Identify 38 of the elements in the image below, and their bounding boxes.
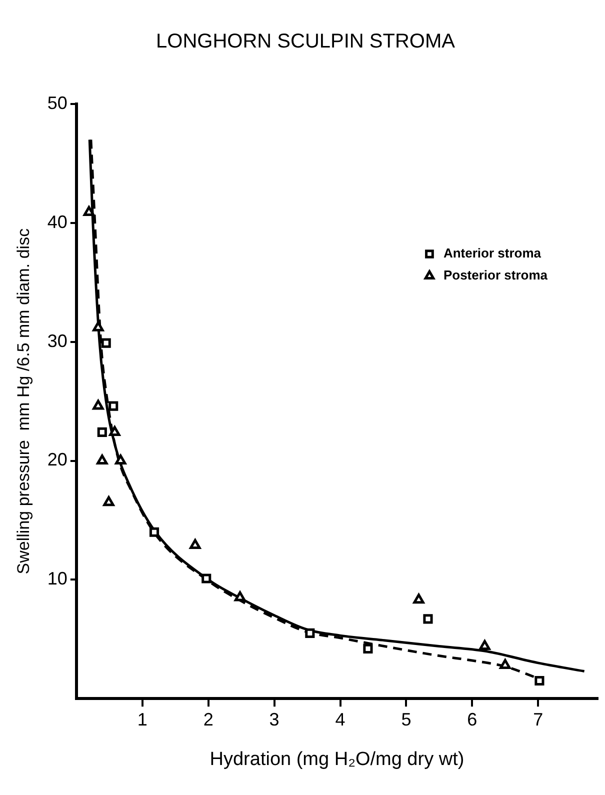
point	[83, 206, 95, 216]
point	[101, 338, 111, 348]
point	[149, 527, 160, 537]
point	[108, 401, 118, 411]
point	[305, 628, 315, 638]
point	[202, 574, 212, 584]
point	[115, 454, 126, 465]
point	[103, 496, 114, 506]
point	[97, 427, 107, 438]
point	[109, 426, 120, 436]
point	[96, 454, 108, 465]
y-axis-title: Swelling pressure mm Hg /6.5 mm diam. disc	[14, 228, 33, 574]
x-tick-label: 1	[137, 709, 148, 730]
legend-label: Anterior stroma	[443, 246, 542, 261]
y-tick-label: 40	[47, 212, 68, 232]
point	[413, 594, 424, 604]
x-tick-label: 6	[467, 709, 478, 730]
y-tick-label: 50	[47, 92, 68, 113]
y-tick-label: 30	[47, 330, 68, 351]
x-tick-label: 7	[533, 709, 544, 730]
point	[534, 676, 544, 686]
x-tick-label: 2	[203, 709, 214, 730]
point	[500, 659, 511, 670]
x-tick-label: 5	[401, 709, 412, 730]
point	[423, 614, 433, 624]
y-tick-label: 10	[47, 568, 68, 589]
point	[92, 400, 104, 410]
point	[190, 538, 201, 549]
point	[479, 640, 490, 650]
y-tick-label: 20	[47, 450, 68, 470]
legend-label: Posterior stroma	[443, 268, 548, 283]
x-axis-title: Hydration (mg H₂O/mg dry wt)	[210, 748, 464, 770]
point	[363, 644, 373, 654]
x-tick-label: 3	[269, 709, 280, 730]
point	[92, 321, 104, 332]
point	[234, 591, 246, 602]
chart-title: LONGHORN SCULPIN STROMA	[156, 30, 456, 53]
x-tick-label: 4	[335, 709, 346, 730]
